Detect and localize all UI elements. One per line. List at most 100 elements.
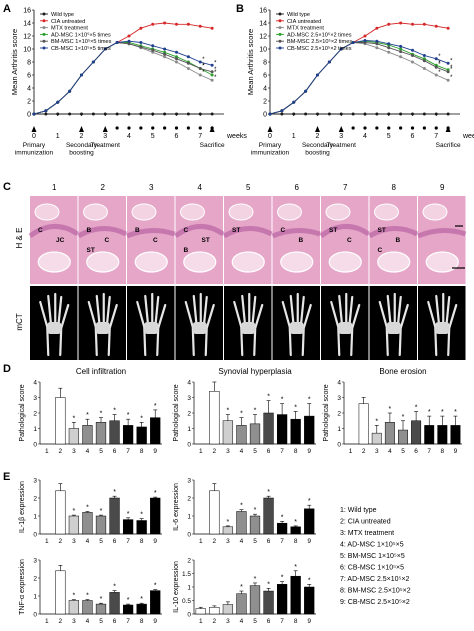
synovium-band [28,224,79,239]
bar-chart-cell-infiltration-x-tick-label: 7 [126,448,130,455]
chart-b-point-mtx [411,60,414,64]
chart-a-point-bm [151,48,155,52]
bar-chart-cell-infiltration-y-tick-label: 2 [33,411,37,418]
bar-chart-il6-bar [249,515,261,535]
chart-a-sig-star: * [202,57,205,63]
cartilage-shape [82,203,108,221]
bar-chart-bone-erosion-bar [358,403,369,445]
bar-chart-synovial-hyperplasia-bar [276,414,288,445]
chart-a-x-tick-label: 4 [127,133,131,140]
chart-a-event-label: Primary [23,142,46,149]
bar-chart-il6-sig-star: * [240,503,243,510]
bar-chart-il1b-bar [68,515,80,535]
bar-chart-il6-bar [276,522,288,535]
bar-chart-tnfa-x-tick-label: 9 [153,618,157,625]
chart-a-point-cb [210,63,214,67]
bar-chart-tnfa-sig-star: * [113,584,116,591]
tissue-label: C [38,227,43,234]
bar-chart-il10-bar [195,608,206,615]
bar-chart-il1b-x-tick-label: 4 [86,538,90,545]
bar-chart-cell-infiltration-x-tick-label: 2 [59,448,63,455]
bar-chart-il6-bar [263,497,274,535]
chart-a-legend-marker [42,46,46,50]
synovium-band [126,228,176,239]
chart-a-sig-star: * [202,64,205,70]
paw-carpals [386,322,401,334]
chart-a-event-arrow [79,126,84,132]
chart-a-point-wild_type [68,112,72,116]
bar-chart-cell-infiltration-sig-star: * [127,412,130,419]
bone-shape [134,251,168,273]
bar-chart-bone-erosion-y-tick-label: 2 [337,411,341,418]
bar-chart-cell-infiltration-bar [122,425,134,445]
chart-b-point-wild_type [327,112,331,116]
chart-b-sig-star: * [438,54,441,60]
bar-chart-bone-erosion-x-tick-label: 5 [401,448,405,455]
chart-a-point-cia [175,22,178,26]
tissue-label: C [184,227,189,234]
bar-chart-il1b-x-tick-label: 8 [140,538,144,545]
group-legend-item: 5: BM-MSC 1×10⁵×5 [340,553,405,560]
chart-a-x-tick-label: 3 [103,133,107,140]
bar-chart-synovial-hyperplasia-y-tick-label: 4 [187,380,191,387]
bar-chart-synovial-hyperplasia-sig-star: * [267,394,270,401]
bar-chart-bone-erosion-bar [398,429,408,445]
chart-b-legend-marker [278,32,282,36]
bar-chart-tnfa-sig-star: * [73,593,76,600]
cartilage-shape [422,203,448,221]
group-legend-item: 7: AD-MSC 2.5×10⁵×2 [340,576,410,583]
bar-chart-il6-x-tick-label: 7 [280,538,284,545]
bar-chart-il1b-x-tick-label: 9 [153,538,157,545]
chart-b-point-bm [434,65,438,69]
synovium-band [368,226,419,239]
chart-b-x-tick-label: 4 [363,133,367,140]
chart-b-legend-label: CB-MSC 2.5×10⁵×2 times [287,45,352,52]
chart-a-point-mtx [210,78,214,82]
bar-chart-il10-x-tick-label: 5 [253,618,257,625]
tissue-label: ST [87,247,95,254]
bar-chart-cell-infiltration-sig-star: * [140,415,143,422]
bar-chart-cell-infiltration-x-tick-label: 8 [140,448,144,455]
chart-b-point-mtx [399,55,403,59]
bar-chart-tnfa-bar [68,600,80,615]
chart-a-y-tick-label: 14 [23,21,31,28]
chart-b-point-cb [422,54,426,57]
chart-b-event-arrow [445,126,451,132]
chart-b-point-bm [375,42,379,46]
bone-shape [377,251,411,273]
bar-chart-il6-x-tick-label: 8 [294,538,298,545]
bar-chart-bone-erosion-bar [411,420,422,445]
chart-b-event-arrow [338,126,344,132]
panel-label-b: B [236,3,244,15]
bar-chart-il10-bar [222,604,234,615]
chart-a-x-tick-label: 7 [198,133,202,140]
chart-a-point-cb [32,112,36,116]
bar-chart-il6-sig-star: * [254,507,257,514]
bar-chart-il6-y-tick-label: 0 [187,532,191,539]
bar-charts: 0 1 2 3 4 Cell infiltration Pathological score… [19,367,462,625]
group-legend-item: 8: BM-MSC 2.5×10⁵×2 [340,588,411,595]
bar-chart-tnfa-x-tick-label: 2 [59,618,63,625]
chart-a-point-wild_type [115,112,119,116]
chart-b-legend-label: MTX treatment [287,26,324,32]
bar-chart-il6-x-tick-label: 9 [307,538,311,545]
chart-a-legend-marker [42,32,46,36]
chart-a-point-cb [44,109,48,113]
chart-b-point-bm [387,46,391,50]
chart-a-point-wild_type [139,112,143,116]
bar-chart-il10-sig-star: * [281,575,284,582]
bar-chart-il6-bar [222,526,234,535]
chart-b-y-tick-label: 4 [263,86,267,93]
chart-a-legend-label: Wild type [51,12,74,18]
column-number: 1 [52,183,57,192]
chart-a-y-tick-label: 4 [27,86,31,93]
chart-a-legend-label: AD-MSC 1×10⁵×5 times [51,31,111,38]
bar-chart-cell-infiltration-y-axis-label: Pathological score [19,384,26,441]
bar-chart-cell-infiltration-title: Cell infiltration [76,367,126,376]
bar-chart-il10-x-tick-label: 4 [240,618,244,625]
bar-chart-bone-erosion-x-tick-label: 3 [375,448,379,455]
chart-b-point-wild_type [280,112,284,116]
bar-chart-synovial-hyperplasia-y-tick-label: 3 [187,395,191,402]
panel-label-e: E [3,471,10,483]
